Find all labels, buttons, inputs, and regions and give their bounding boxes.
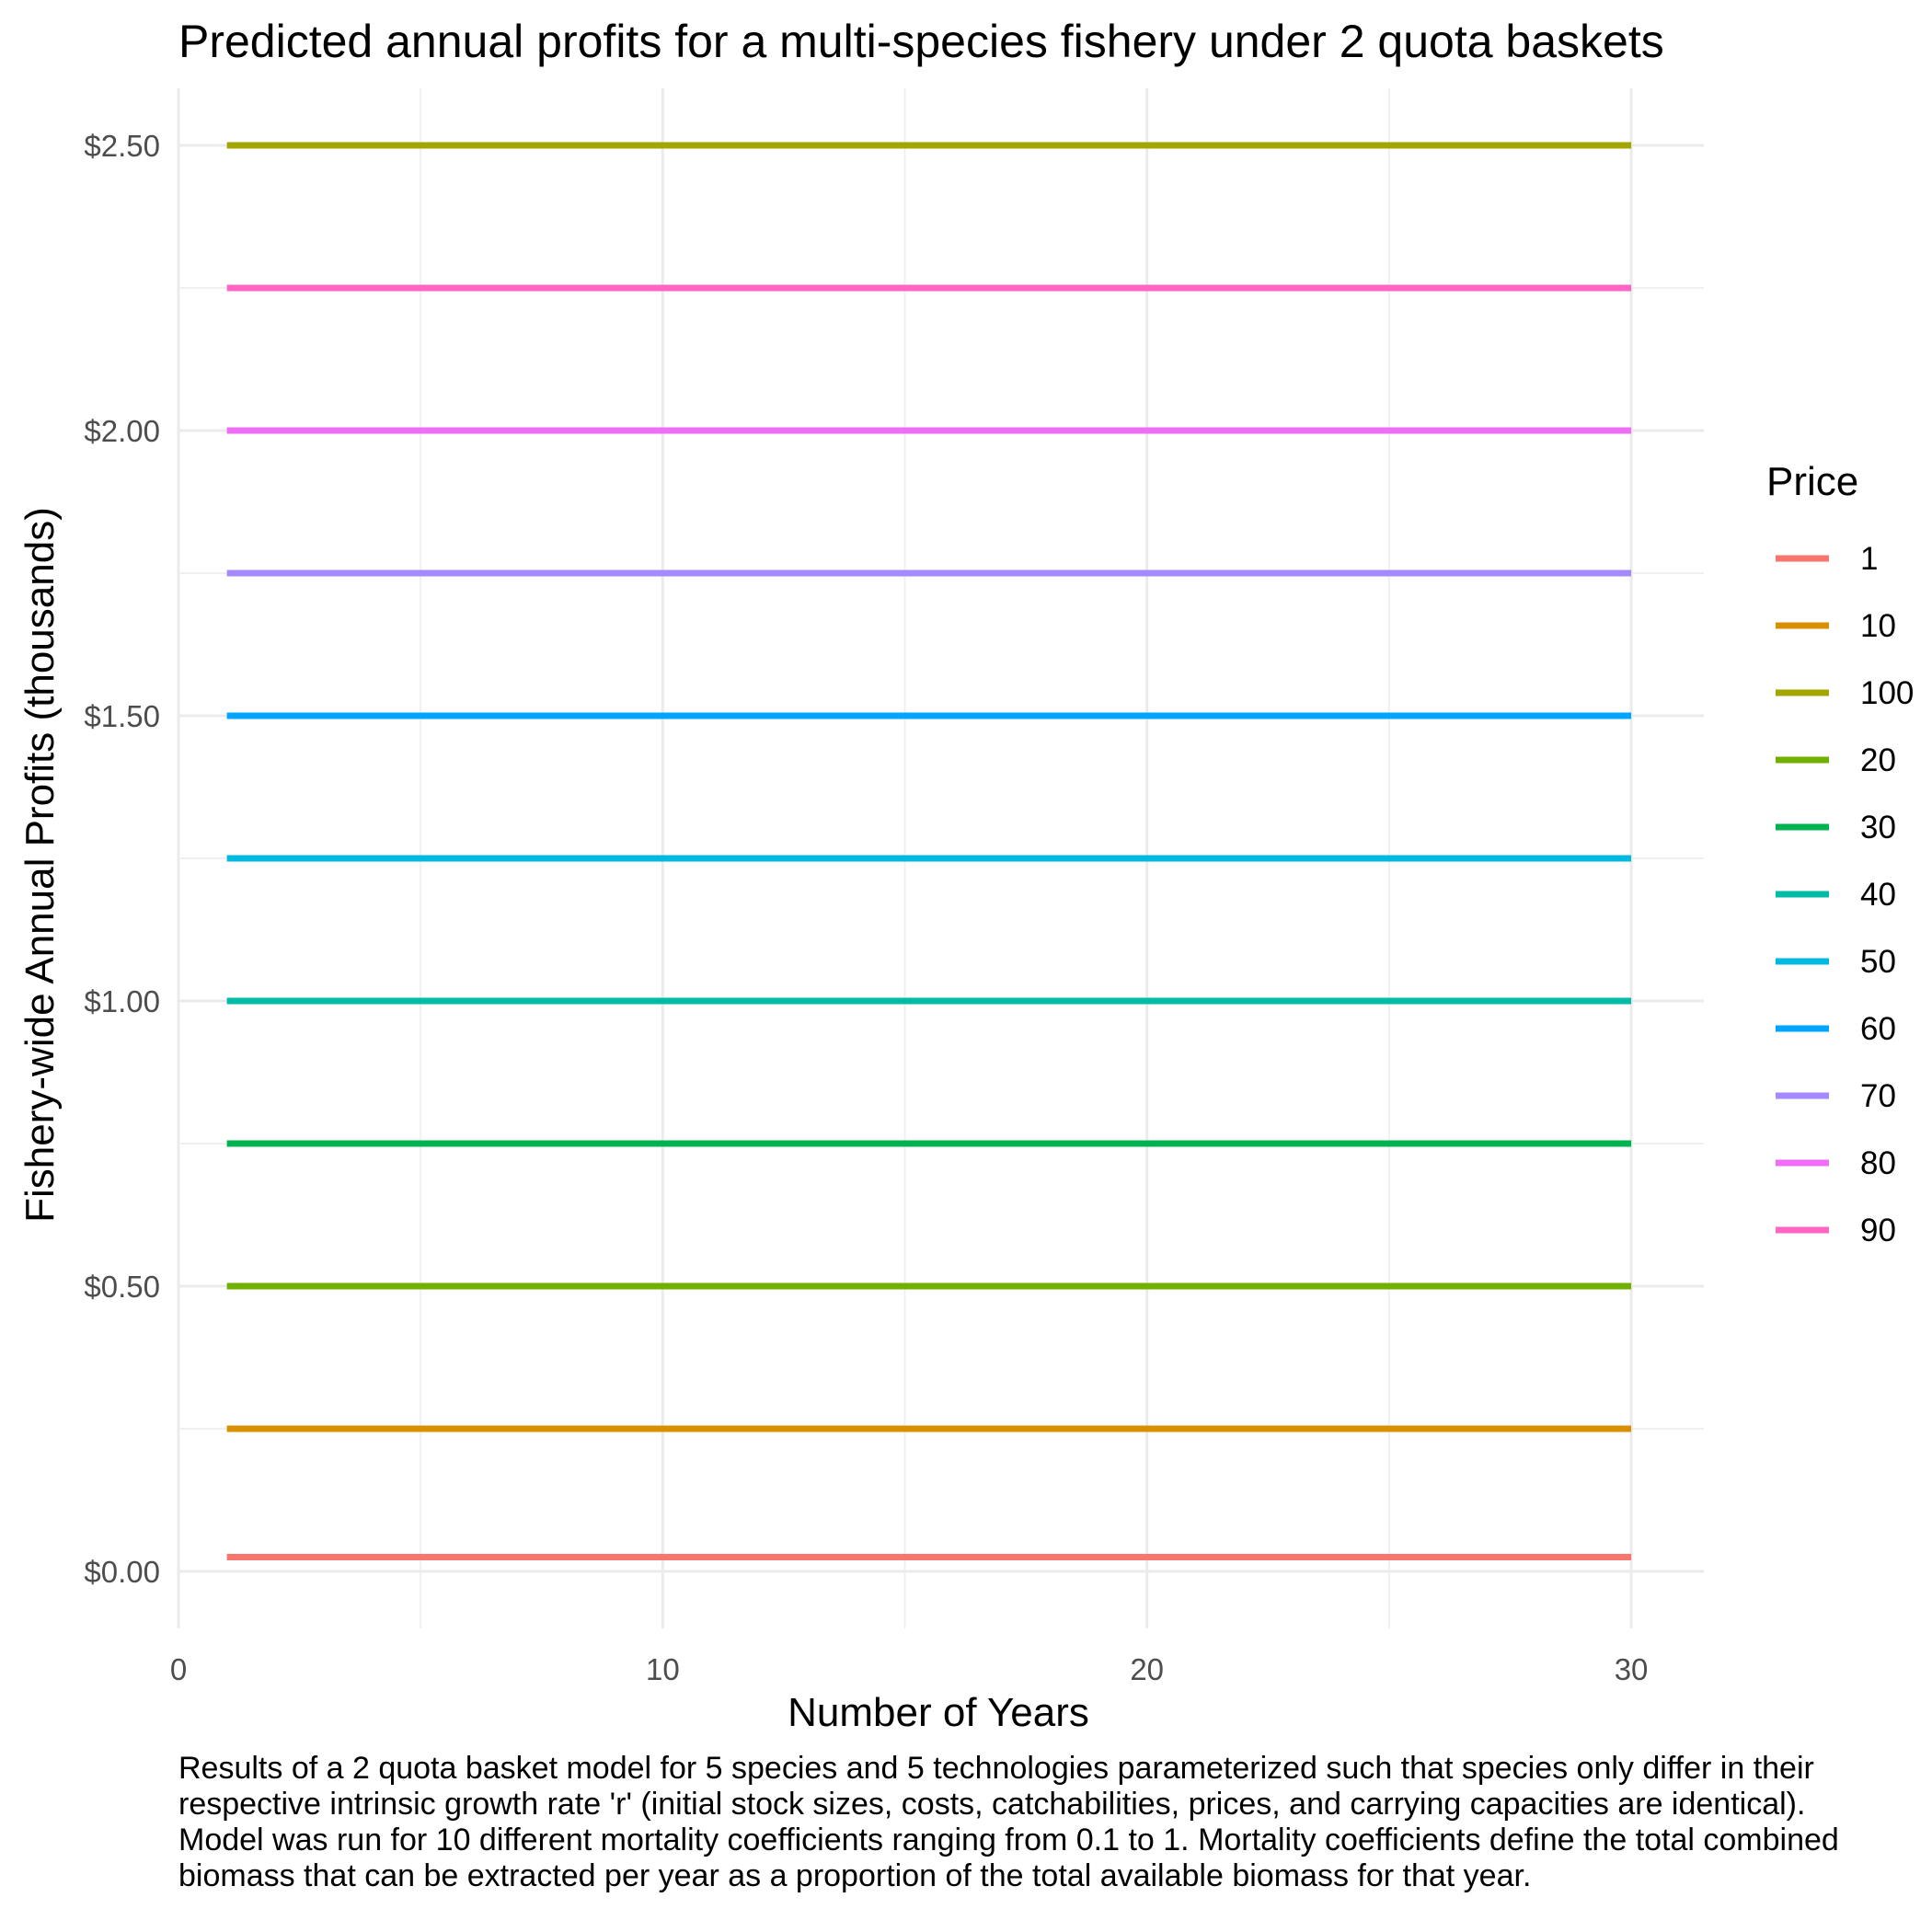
legend-label-50: 50 xyxy=(1860,944,1896,980)
y-tick-label: $2.00 xyxy=(84,414,160,448)
y-tick-label: $0.00 xyxy=(84,1555,160,1589)
x-tick-label: 20 xyxy=(1130,1652,1164,1686)
legend-label-90: 90 xyxy=(1860,1213,1896,1248)
legend-label-70: 70 xyxy=(1860,1078,1896,1114)
legend-label-80: 80 xyxy=(1860,1145,1896,1181)
legend-label-40: 40 xyxy=(1860,877,1896,913)
legend-title: Price xyxy=(1766,459,1858,504)
y-axis-title: Fishery-wide Annual Profits (thousands) xyxy=(17,507,63,1223)
y-axis-tick-labels: $0.00 $0.50 $1.00 $1.50 $2.00 $2.50 xyxy=(84,129,160,1589)
x-tick-label: 10 xyxy=(646,1652,680,1686)
legend-label-20: 20 xyxy=(1860,742,1896,778)
legend-label-1: 1 xyxy=(1860,541,1878,577)
legend-label-100: 100 xyxy=(1860,675,1914,711)
x-tick-label: 0 xyxy=(170,1652,187,1686)
legend-label-60: 60 xyxy=(1860,1011,1896,1047)
legend-label-30: 30 xyxy=(1860,810,1896,845)
legend-items: 1 10 100 20 30 40 50 60 70 80 90 xyxy=(1776,541,1914,1248)
x-axis-title: Number of Years xyxy=(788,1690,1089,1735)
x-tick-label: 30 xyxy=(1615,1652,1649,1686)
chart-title: Predicted annual profits for a multi-spe… xyxy=(178,16,1664,67)
chart-caption: Results of a 2 quota basket model for 5 … xyxy=(178,1751,1839,1893)
y-tick-label: $2.50 xyxy=(84,129,160,163)
x-axis-tick-labels: 0 10 20 30 xyxy=(170,1652,1649,1686)
legend-label-10: 10 xyxy=(1860,608,1896,644)
y-tick-label: $0.50 xyxy=(84,1270,160,1304)
legend: Price 1 10 100 20 30 40 50 60 70 80 90 xyxy=(1766,459,1914,1248)
series-lines xyxy=(226,142,1632,1560)
y-tick-label: $1.00 xyxy=(84,984,160,1018)
y-tick-label: $1.50 xyxy=(84,699,160,733)
